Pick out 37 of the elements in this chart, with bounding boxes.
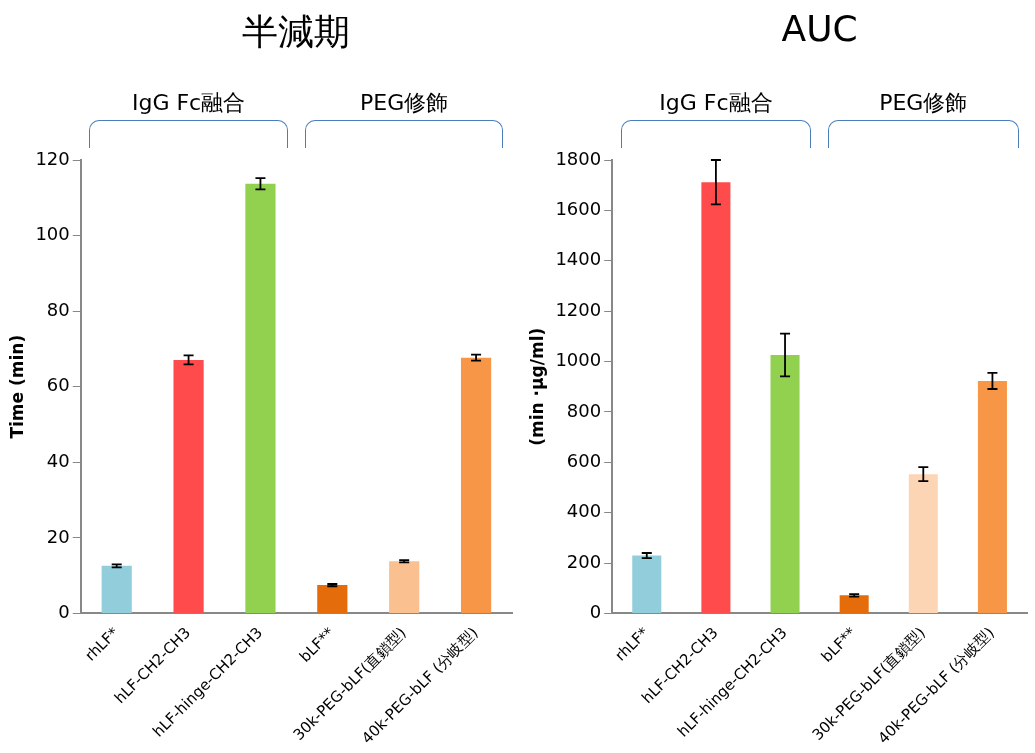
y-tick-label: 600 xyxy=(566,449,602,471)
bar xyxy=(977,380,1007,613)
y-tick-label: 80 xyxy=(46,298,70,320)
y-tick-label: 1200 xyxy=(555,298,602,320)
y-tick-label: 120 xyxy=(35,147,70,169)
y-tick-label: 1400 xyxy=(555,248,602,270)
bar xyxy=(317,585,348,613)
bar xyxy=(908,474,938,613)
y-tick-label: 60 xyxy=(46,374,70,396)
chart-title: AUC xyxy=(780,8,859,49)
bar xyxy=(701,182,731,613)
bar xyxy=(101,565,132,613)
y-tick-label: 1000 xyxy=(555,349,602,371)
bar xyxy=(632,555,662,613)
text: PEG修飾 xyxy=(360,89,449,117)
y-tick-label: 100 xyxy=(35,223,70,245)
y-tick-label: 0 xyxy=(58,601,70,623)
y-axis-title: Time (min) xyxy=(6,334,27,439)
chart-title: 半減期 xyxy=(241,10,352,54)
text: IgG Fc融合 xyxy=(131,89,246,117)
y-tick-label: 20 xyxy=(46,525,70,547)
bar xyxy=(389,561,420,613)
y-tick-label: 40 xyxy=(46,449,70,471)
y-tick-label: 200 xyxy=(566,550,602,572)
text: PEG修飾 xyxy=(879,89,968,117)
text: IgG Fc融合 xyxy=(659,89,773,117)
bar xyxy=(770,354,800,613)
y-tick-label: 0 xyxy=(589,601,602,623)
bar xyxy=(460,357,492,613)
y-tick-label: 1800 xyxy=(555,147,602,169)
y-tick-label: 800 xyxy=(566,399,602,421)
y-axis-title: (min ·μg/ml) xyxy=(526,327,547,446)
y-tick-label: 400 xyxy=(566,500,602,522)
bar xyxy=(173,359,204,613)
y-tick-label: 1600 xyxy=(555,198,602,220)
bar xyxy=(839,595,869,613)
bar xyxy=(245,183,276,613)
